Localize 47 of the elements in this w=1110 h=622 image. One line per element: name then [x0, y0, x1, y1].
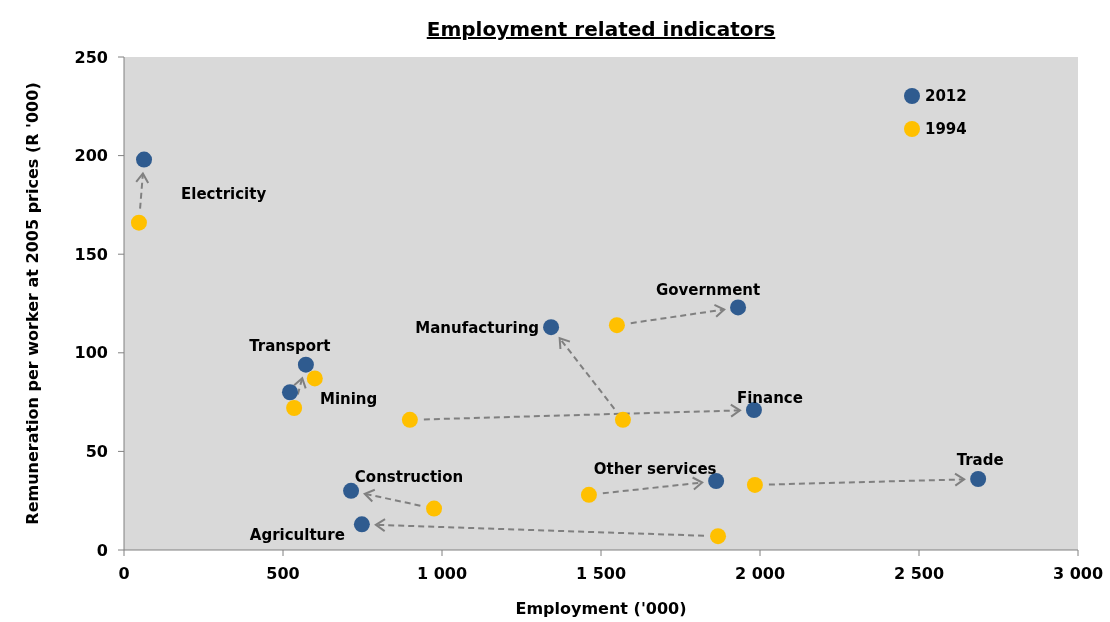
point — [297, 356, 314, 373]
annotation: Trade — [956, 451, 1004, 470]
y-tick-label: 100 — [74, 343, 108, 363]
point — [543, 319, 560, 336]
point — [343, 482, 360, 499]
point — [306, 370, 323, 387]
point — [282, 384, 298, 401]
annotation: Other services — [593, 460, 717, 479]
point — [608, 317, 625, 334]
y-tick-label: 200 — [74, 146, 108, 166]
y-tick-label: 0 — [96, 540, 108, 560]
legend-label: 1994 — [925, 120, 967, 139]
x-tick-label: 3 000 — [1052, 564, 1104, 583]
annotation: Finance — [736, 389, 803, 408]
point — [708, 472, 725, 489]
point — [401, 411, 418, 428]
x-tick-label: 1 000 — [416, 564, 468, 583]
point — [426, 500, 443, 517]
y-axis-title: Remuneration per worker at 2005 prices (R '000) — [23, 82, 42, 525]
annotation: Mining — [320, 390, 378, 409]
annotation: Manufacturing — [415, 319, 540, 338]
chart-title: Employment related indicators — [426, 17, 776, 41]
x-tick-label: 0 — [118, 564, 130, 583]
annotation: Transport — [249, 336, 331, 355]
point — [970, 471, 987, 488]
point — [746, 476, 763, 493]
annotation: Agriculture — [249, 525, 345, 544]
point — [730, 299, 747, 316]
annotation: Electricity — [181, 184, 267, 203]
annotation: Government — [655, 280, 761, 299]
y-tick-label: 250 — [74, 47, 108, 67]
x-tick-label: 500 — [266, 564, 300, 583]
point — [353, 516, 370, 533]
x-axis-title: Employment ('000) — [515, 599, 687, 618]
point — [710, 528, 727, 545]
point — [136, 151, 153, 168]
legend-label: 2012 — [925, 87, 967, 106]
point — [614, 411, 631, 428]
x-tick-label: 1 500 — [575, 564, 627, 583]
y-tick-label: 150 — [74, 244, 108, 264]
point — [580, 486, 597, 503]
point — [130, 214, 147, 231]
x-tick-label: 2 000 — [734, 564, 786, 583]
point — [286, 400, 303, 417]
y-tick-label: 50 — [85, 442, 108, 461]
x-tick-label: 2 500 — [893, 564, 945, 583]
annotation: Construction — [354, 468, 464, 487]
